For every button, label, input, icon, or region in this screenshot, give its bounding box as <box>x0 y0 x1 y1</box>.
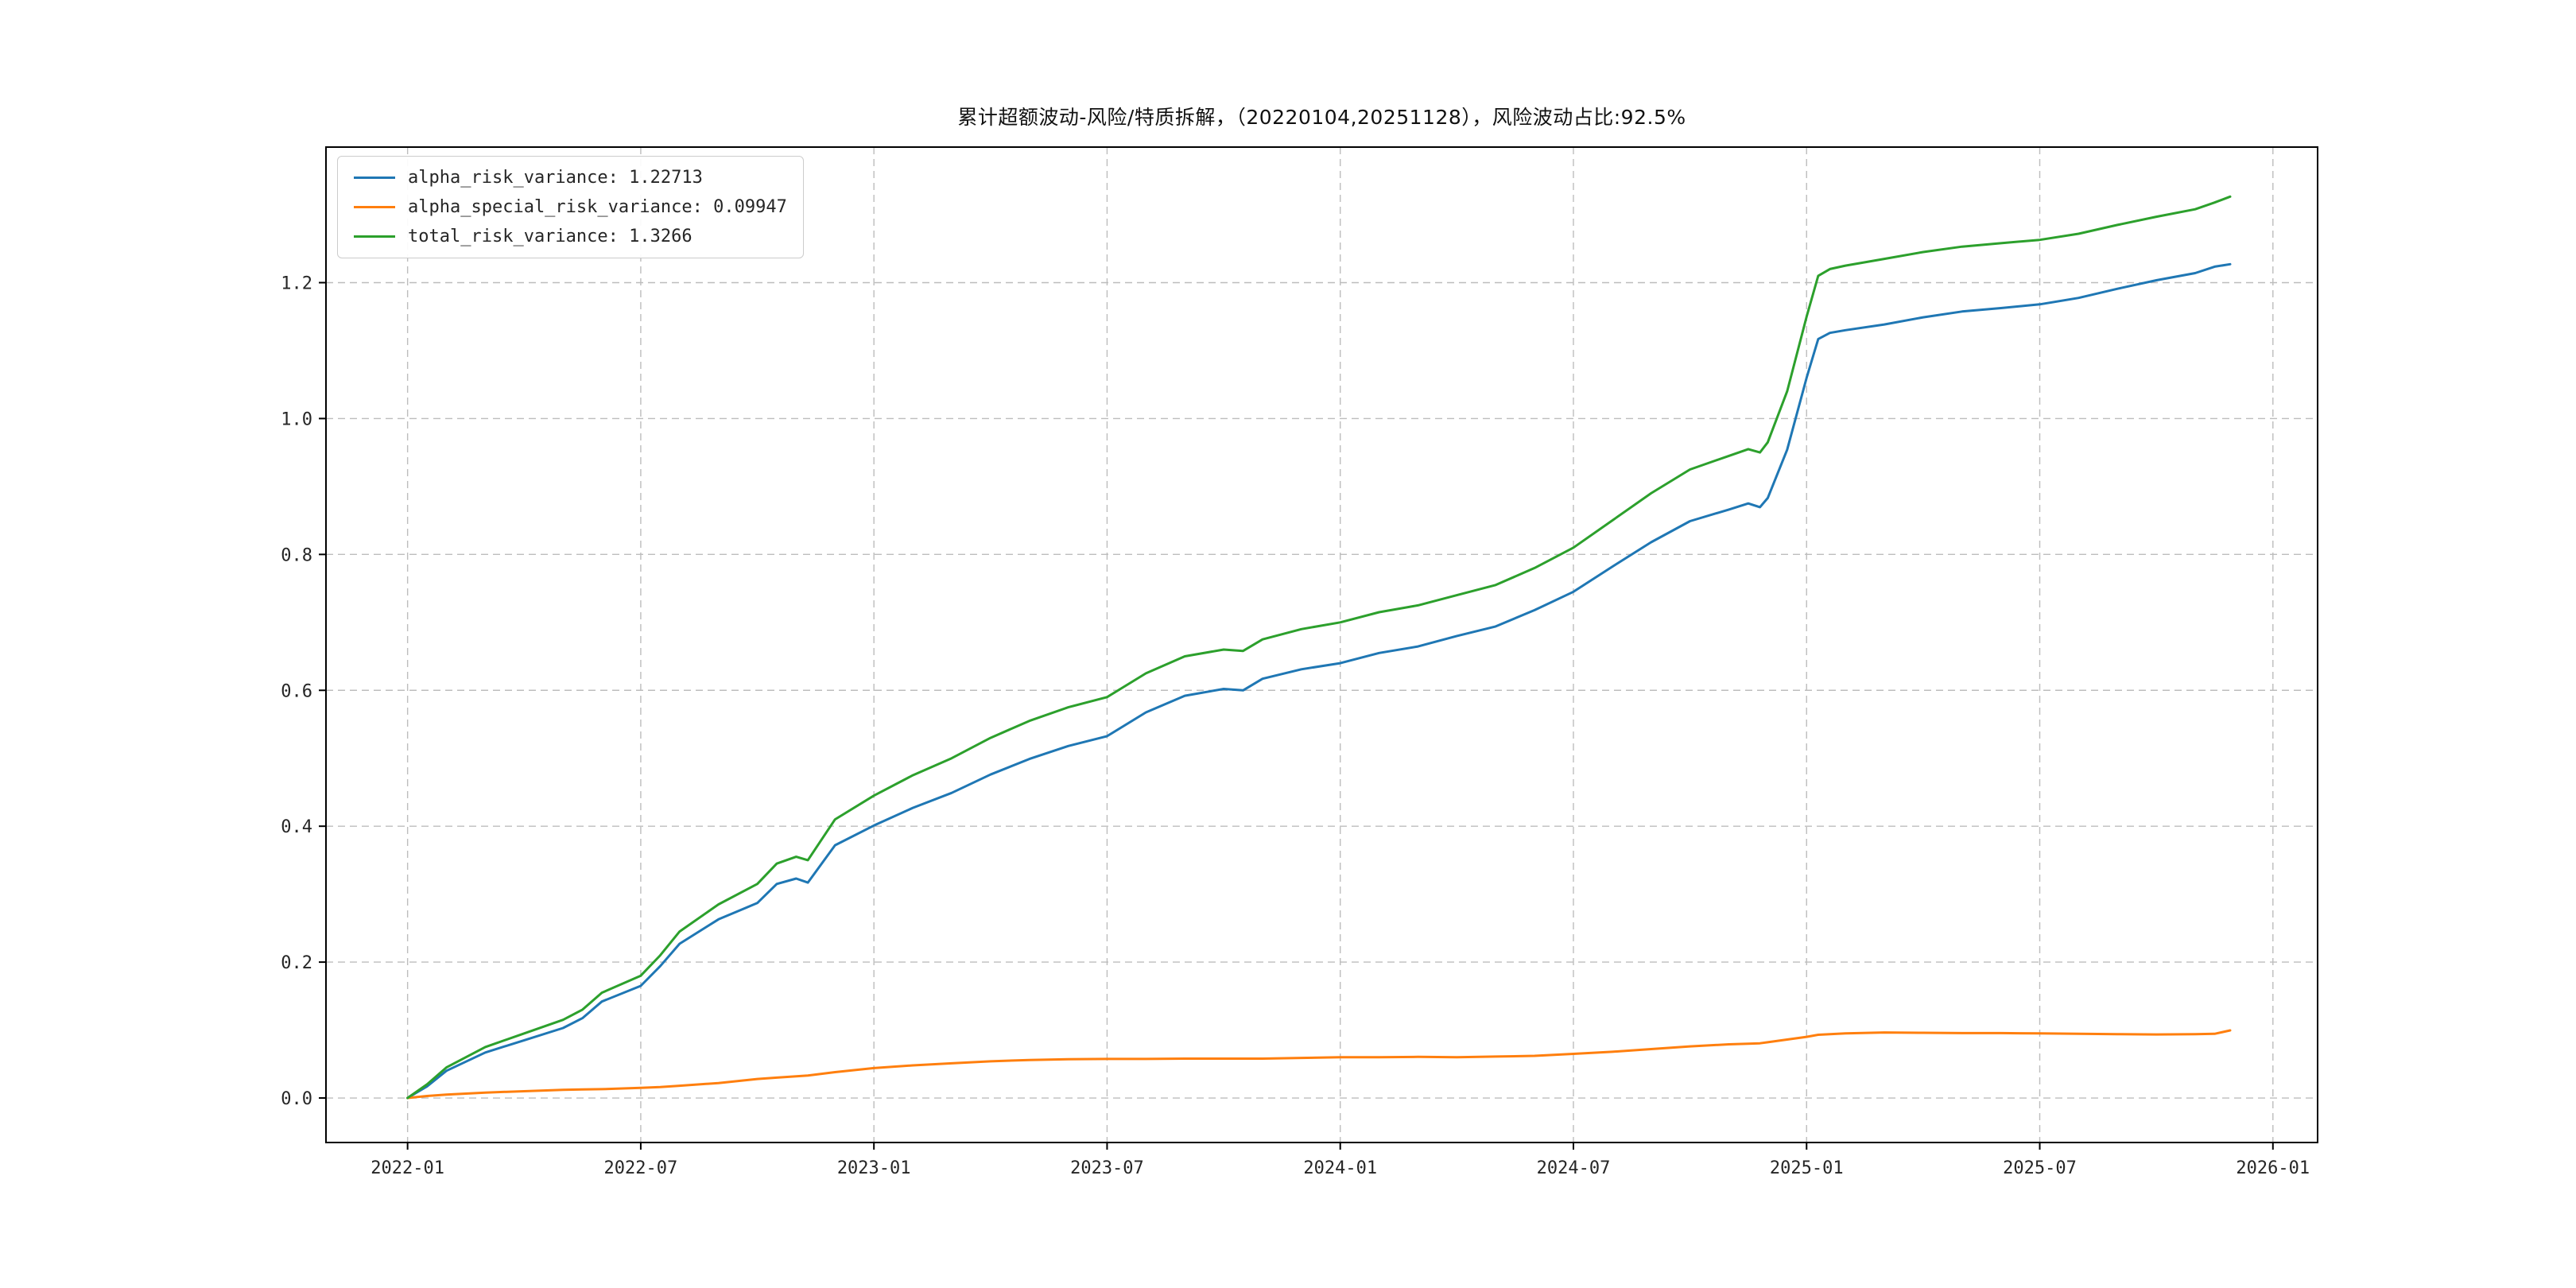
legend-line-swatch-blue <box>354 177 395 179</box>
y-tick-label: 0.8 <box>281 545 312 565</box>
legend-item-alpha-special-risk-variance: alpha_special_risk_variance: 0.09947 <box>354 197 787 217</box>
y-tick-label: 0.2 <box>281 953 312 973</box>
legend-line-swatch-green <box>354 235 395 238</box>
legend-item-alpha-risk-variance: alpha_risk_variance: 1.22713 <box>354 168 787 188</box>
legend-label: alpha_special_risk_variance: 0.09947 <box>408 197 787 217</box>
y-tick-label: 0.6 <box>281 681 312 701</box>
x-tick-label: 2023-01 <box>837 1158 911 1178</box>
series-line-alpha_risk_variance <box>406 262 2232 1100</box>
chart-title: 累计超额波动-风险/特质拆解，（20220104,20251128），风险波动占… <box>957 106 1686 129</box>
y-tick-label: 1.2 <box>281 274 312 293</box>
y-tick-label: 0.0 <box>281 1089 312 1109</box>
x-tick-label: 2024-01 <box>1303 1158 1377 1178</box>
series-line-total_risk_variance <box>406 195 2232 1100</box>
legend-label: alpha_risk_variance: 1.22713 <box>408 168 703 188</box>
y-tick-label: 0.4 <box>281 817 312 837</box>
x-tick-label: 2022-07 <box>604 1158 678 1178</box>
x-tick-label: 2024-07 <box>1537 1158 1611 1178</box>
legend-line-swatch-orange <box>354 206 395 208</box>
x-tick-label: 2025-07 <box>2003 1158 2077 1178</box>
x-tick-label: 2023-07 <box>1070 1158 1144 1178</box>
x-tick-label: 2022-01 <box>370 1158 444 1178</box>
series-line-alpha_special_risk_variance <box>406 1029 2232 1100</box>
x-tick-label: 2026-01 <box>2236 1158 2310 1178</box>
legend-label: total_risk_variance: 1.3266 <box>408 227 692 246</box>
legend: alpha_risk_variance: 1.22713 alpha_speci… <box>337 156 804 258</box>
x-tick-label: 2025-01 <box>1770 1158 1844 1178</box>
y-tick-label: 1.0 <box>281 409 312 429</box>
axes-frame <box>325 146 2318 1143</box>
legend-item-total-risk-variance: total_risk_variance: 1.3266 <box>354 227 787 246</box>
